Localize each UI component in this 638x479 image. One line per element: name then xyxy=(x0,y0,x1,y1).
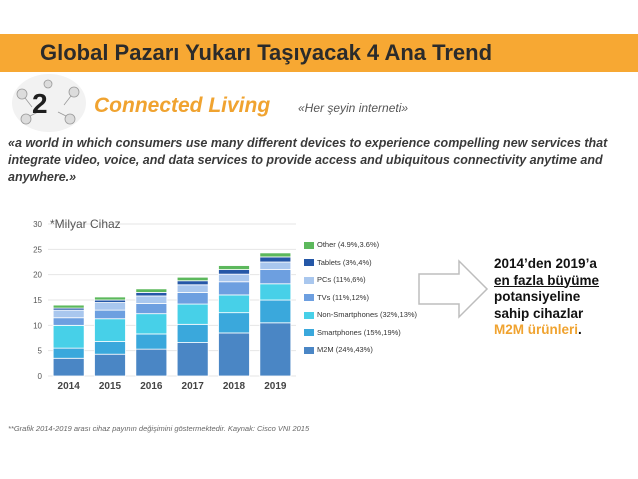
footnote: **Grafik 2014-2019 arası cihaz payının d… xyxy=(8,424,310,433)
x-tick-label: 2018 xyxy=(223,381,246,392)
callout-line-1: 2014’den 2019’a xyxy=(494,256,597,271)
section-title: Connected Living xyxy=(94,94,271,117)
legend-label: Tablets (3%,4%) xyxy=(317,257,372,267)
bar-segment xyxy=(94,296,126,301)
x-tick-label: 2015 xyxy=(99,381,122,392)
y-tick-label: 25 xyxy=(33,245,42,254)
bar-segment xyxy=(218,273,250,283)
legend-swatch xyxy=(304,311,314,319)
bar-segment xyxy=(52,317,85,326)
bar-segment xyxy=(218,281,250,296)
device-network-icon xyxy=(16,79,80,125)
bar-segment xyxy=(218,312,250,334)
bar-segment xyxy=(176,280,209,286)
y-tick-label: 20 xyxy=(33,271,42,280)
legend-swatch xyxy=(304,259,314,267)
callout-highlight: M2M ürünleri xyxy=(494,322,579,337)
bar-segment xyxy=(52,357,85,377)
legend-label: TVs (11%,12%) xyxy=(317,292,369,302)
bar-segment xyxy=(218,294,250,314)
callout-line-2: en fazla büyüme xyxy=(494,272,600,288)
bar-segment xyxy=(259,252,292,258)
bar-segment xyxy=(94,318,126,342)
legend-swatch xyxy=(304,294,314,302)
bar-segment xyxy=(135,288,168,293)
bar-segment xyxy=(259,283,292,301)
chart-unit-label: *Milyar Cihaz xyxy=(50,217,121,231)
callout-text: 2014’den 2019’a en fazla büyüme potansiy… xyxy=(494,256,599,339)
bar-segment xyxy=(259,269,292,285)
bar-segment xyxy=(176,303,209,325)
legend-item: PCs (11%,6%) xyxy=(304,275,366,285)
stacked-bar-chart: 0 5 10 15 20 25 30 2014 2015 2016 2017 2018 2019 xyxy=(33,220,296,392)
legend-item: Other (4.9%,3.6%) xyxy=(304,240,379,250)
bar-segment xyxy=(94,309,126,320)
callout-line-3: potansiyeline xyxy=(494,289,581,304)
title-banner xyxy=(0,34,638,72)
bar-segment xyxy=(218,269,250,275)
y-tick-label: 5 xyxy=(38,347,43,356)
legend-swatch xyxy=(304,276,314,284)
bar-segment xyxy=(135,292,168,297)
legend-item: TVs (11%,12%) xyxy=(304,293,369,303)
bar-segment xyxy=(259,256,292,263)
bar-segment xyxy=(135,295,168,304)
legend-item: M2M (24%,43%) xyxy=(304,345,373,355)
section-badge xyxy=(12,74,86,132)
bar-segment xyxy=(218,332,250,377)
legend-item: Smartphones (15%,19%) xyxy=(304,328,401,338)
bar-segment xyxy=(94,302,126,311)
legend-item: Tablets (3%,4%) xyxy=(304,258,372,268)
bar-segment xyxy=(176,276,209,282)
legend-label: Other (4.9%,3.6%) xyxy=(317,240,380,249)
bar-segment xyxy=(135,313,168,335)
callout-end: . xyxy=(578,322,582,337)
bar-segment xyxy=(176,284,209,293)
legend-swatch xyxy=(304,346,314,354)
bar-segment xyxy=(135,333,168,350)
arrow-right-icon xyxy=(418,259,489,319)
x-tick-label: 2014 xyxy=(58,381,81,392)
legend-label: M2M (24%,43%) xyxy=(317,345,373,354)
bar-segment xyxy=(176,342,209,377)
y-tick-label: 10 xyxy=(33,321,42,330)
legend-label: Non-Smartphones (32%,13%) xyxy=(317,310,418,319)
bar-segment xyxy=(94,341,126,355)
x-tick-label: 2017 xyxy=(182,381,205,392)
legend-swatch xyxy=(304,329,314,337)
y-tick-label: 30 xyxy=(33,220,42,229)
callout-line-4: sahip cihazlar xyxy=(494,305,584,321)
quote-text: «a world in which consumers use many dif… xyxy=(8,136,608,184)
bar-segment xyxy=(259,261,292,270)
section-number: 2 xyxy=(32,88,48,119)
y-tick-label: 15 xyxy=(33,296,42,305)
bar-segment xyxy=(259,299,292,324)
bar-segment xyxy=(52,347,85,359)
bar-segment xyxy=(52,324,85,349)
x-tick-label: 2019 xyxy=(264,381,287,392)
bar-segment xyxy=(94,353,126,377)
legend-item: Non-Smartphones (32%,13%) xyxy=(304,310,417,320)
bar-segment xyxy=(176,292,209,305)
bar-segment xyxy=(52,304,85,309)
bar-segment xyxy=(135,348,168,377)
y-tick-label: 0 xyxy=(38,372,43,381)
legend-swatch xyxy=(304,241,314,249)
x-tick-label: 2016 xyxy=(140,381,163,392)
page-title: Global Pazarı Yukarı Taşıyacak 4 Ana Tre… xyxy=(40,40,493,65)
legend-label: PCs (11%,6%) xyxy=(317,275,366,284)
bar-segment xyxy=(52,309,85,319)
section-caption: «Her şeyin interneti» xyxy=(298,101,409,115)
bar-segment xyxy=(176,323,209,343)
bar-segment xyxy=(218,265,250,270)
legend-label: Smartphones (15%,19%) xyxy=(317,327,401,337)
bar-segment xyxy=(135,303,168,315)
bar-segment xyxy=(259,322,292,377)
